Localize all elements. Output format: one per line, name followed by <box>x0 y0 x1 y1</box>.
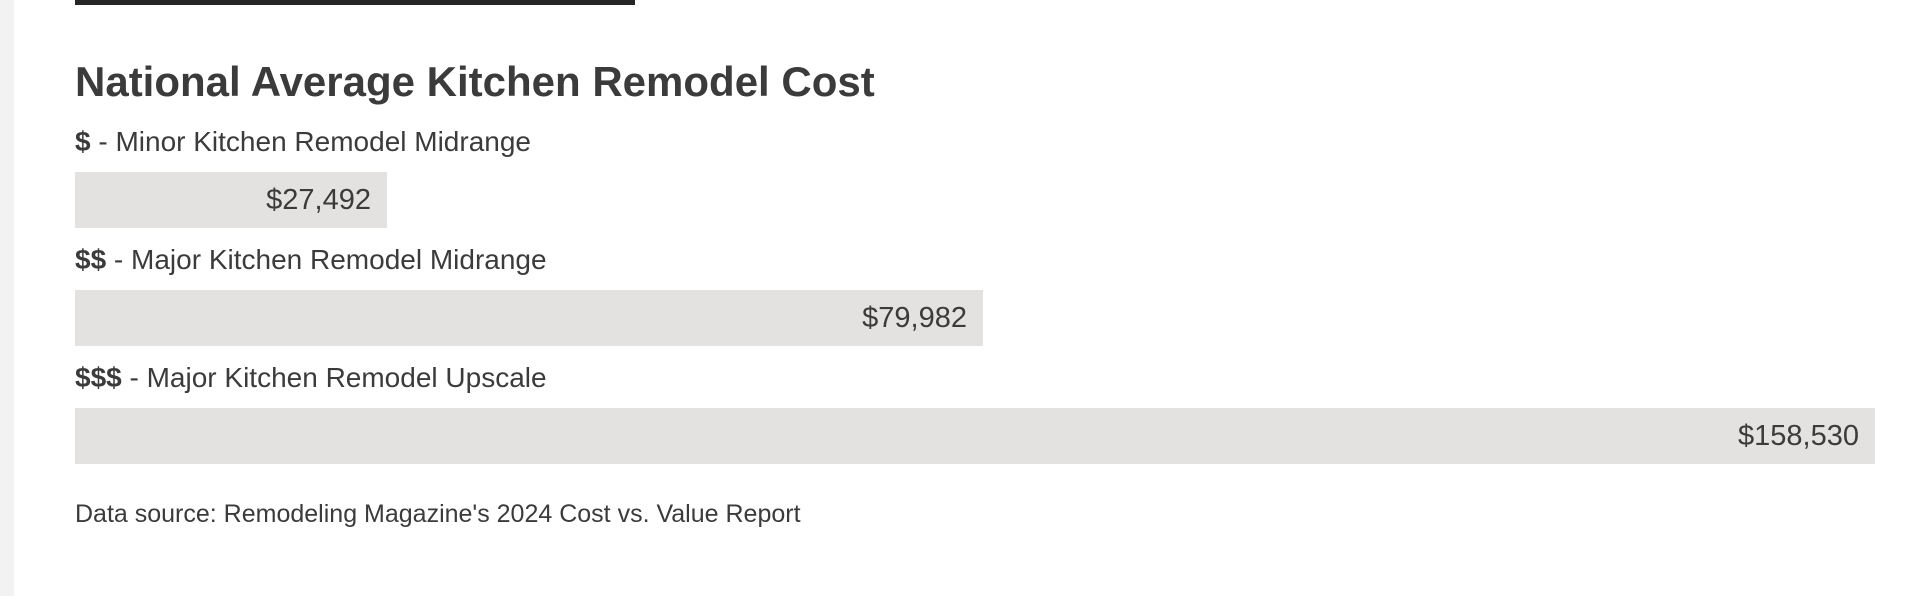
bar-chart: National Average Kitchen Remodel Cost $ … <box>75 54 1875 464</box>
bar: $27,492 <box>75 172 387 228</box>
chart-title: National Average Kitchen Remodel Cost <box>75 58 875 105</box>
bar-value-label: $27,492 <box>266 183 371 216</box>
price-tier: $ <box>75 126 91 157</box>
bar-category-label: $$$ - Major Kitchen Remodel Upscale <box>75 360 1875 396</box>
bar-track: $27,492 <box>75 172 1875 228</box>
left-margin-strip <box>0 0 14 596</box>
price-tier: $$$ <box>75 362 122 393</box>
top-divider <box>75 0 635 5</box>
bar-row: $ - Minor Kitchen Remodel Midrange $27,49… <box>75 124 1875 228</box>
bar: $79,982 <box>75 290 983 346</box>
bar-track: $79,982 <box>75 290 1875 346</box>
data-source-note: Data source: Remodeling Magazine's 2024 … <box>75 500 801 528</box>
bar-value-label: $79,982 <box>862 301 967 334</box>
bar-row: $$ - Major Kitchen Remodel Midrange $79,9… <box>75 242 1875 346</box>
category-name: - Major Kitchen Remodel Upscale <box>121 362 547 393</box>
bar: $158,530 <box>75 408 1875 464</box>
bar-category-label: $$ - Major Kitchen Remodel Midrange <box>75 242 1875 278</box>
bar-category-label: $ - Minor Kitchen Remodel Midrange <box>75 124 1875 160</box>
bar-track: $158,530 <box>75 408 1875 464</box>
bar-value-label: $158,530 <box>1738 419 1859 452</box>
bar-row: $$$ - Major Kitchen Remodel Upscale $158,… <box>75 360 1875 464</box>
chart-rows: $ - Minor Kitchen Remodel Midrange $27,49… <box>75 124 1875 464</box>
category-name: - Minor Kitchen Remodel Midrange <box>90 126 531 157</box>
category-name: - Major Kitchen Remodel Midrange <box>106 244 547 275</box>
price-tier: $$ <box>75 244 107 275</box>
